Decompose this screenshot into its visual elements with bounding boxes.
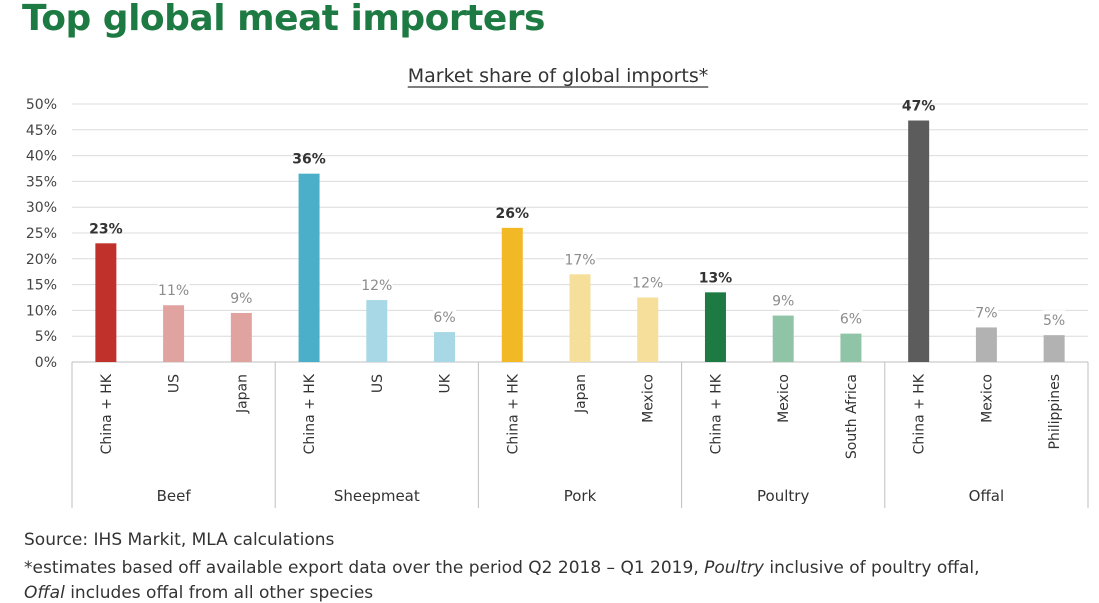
data-label: 13% — [699, 270, 733, 286]
y-tick-label: 50% — [26, 97, 57, 113]
group-label: Poultry — [757, 487, 809, 505]
category-label: China + HK — [302, 373, 318, 454]
footnote-text-2: inclusive of poultry offal, — [764, 558, 980, 578]
category-label: Mexico — [979, 374, 995, 423]
y-tick-label: 10% — [26, 303, 57, 319]
bar — [772, 315, 794, 362]
bar — [95, 243, 117, 362]
bar — [637, 297, 659, 362]
data-label: 6% — [433, 310, 455, 326]
data-label: 12% — [632, 276, 663, 292]
bar — [298, 173, 320, 362]
data-label-background — [433, 307, 457, 327]
data-label: 36% — [292, 152, 326, 168]
y-tick-label: 0% — [35, 355, 57, 371]
bar — [1043, 335, 1065, 362]
group-label: Beef — [157, 487, 192, 505]
data-label: 9% — [230, 291, 252, 307]
group-label: Sheepmeat — [334, 487, 420, 505]
category-label: China + HK — [505, 373, 521, 454]
y-tick-label: 35% — [26, 174, 57, 190]
category-label: Japan — [573, 374, 589, 414]
category-label: China + HK — [708, 373, 724, 454]
y-tick-label: 40% — [26, 149, 57, 165]
chart-title: Market share of global imports* — [408, 65, 709, 87]
bar — [840, 333, 862, 362]
group-label: Offal — [969, 487, 1005, 505]
data-label: 26% — [496, 206, 530, 222]
category-label: Philippines — [1047, 374, 1063, 449]
bar — [163, 305, 185, 362]
data-label-background — [839, 308, 863, 328]
bar — [569, 274, 591, 362]
data-label-background — [157, 280, 190, 300]
bar — [501, 227, 523, 362]
footnote-poultry: Poultry — [704, 558, 764, 578]
footnote-text-3: includes offal from all other species — [64, 583, 374, 603]
bar — [366, 300, 388, 362]
footnote-text-1: *estimates based off available export da… — [24, 558, 705, 578]
data-label: 17% — [564, 252, 595, 268]
footnote: *estimates based off available export da… — [24, 558, 980, 578]
data-label: 23% — [89, 221, 123, 237]
y-tick-label: 15% — [26, 278, 57, 294]
y-tick-label: 45% — [26, 123, 57, 139]
data-label-background — [564, 249, 596, 269]
category-label: Mexico — [641, 374, 657, 423]
y-tick-label: 30% — [26, 200, 57, 216]
data-label-background — [974, 302, 998, 322]
footnote-offal: Offal — [24, 583, 65, 603]
data-label-background — [229, 287, 253, 307]
data-label: 11% — [158, 283, 189, 299]
page-title: Top global meat importers — [22, 0, 545, 39]
data-label: 12% — [361, 278, 392, 294]
group-label: Pork — [564, 487, 597, 505]
data-label-background — [361, 275, 393, 295]
category-label: South Africa — [844, 374, 860, 459]
bar — [434, 332, 456, 362]
category-label: US — [167, 374, 183, 393]
data-label: 47% — [902, 99, 936, 115]
bar — [975, 327, 997, 362]
data-label: 7% — [975, 305, 997, 321]
category-label: UK — [438, 373, 454, 393]
bar — [704, 292, 726, 362]
data-label-background — [631, 272, 664, 292]
y-tick-label: 5% — [35, 329, 57, 345]
category-label: China + HK — [912, 373, 928, 454]
data-label: 9% — [772, 294, 794, 310]
data-label-background — [1042, 310, 1066, 330]
bar — [230, 312, 252, 362]
data-label-background — [771, 290, 795, 310]
category-label: Japan — [234, 374, 250, 414]
footnote-continued: Offal includes offal from all other spec… — [24, 583, 373, 603]
category-label: China + HK — [99, 373, 115, 454]
bar — [908, 120, 930, 363]
source-note: Source: IHS Markit, MLA calculations — [24, 530, 335, 550]
category-label: US — [370, 374, 386, 393]
bar-chart: Market share of global imports* 0% 5% 10% 15… — [26, 65, 1089, 508]
data-label: 5% — [1043, 313, 1065, 329]
data-label: 6% — [840, 312, 862, 328]
category-label: Mexico — [776, 374, 792, 423]
y-tick-label: 25% — [26, 226, 57, 242]
y-tick-label: 20% — [26, 252, 57, 268]
